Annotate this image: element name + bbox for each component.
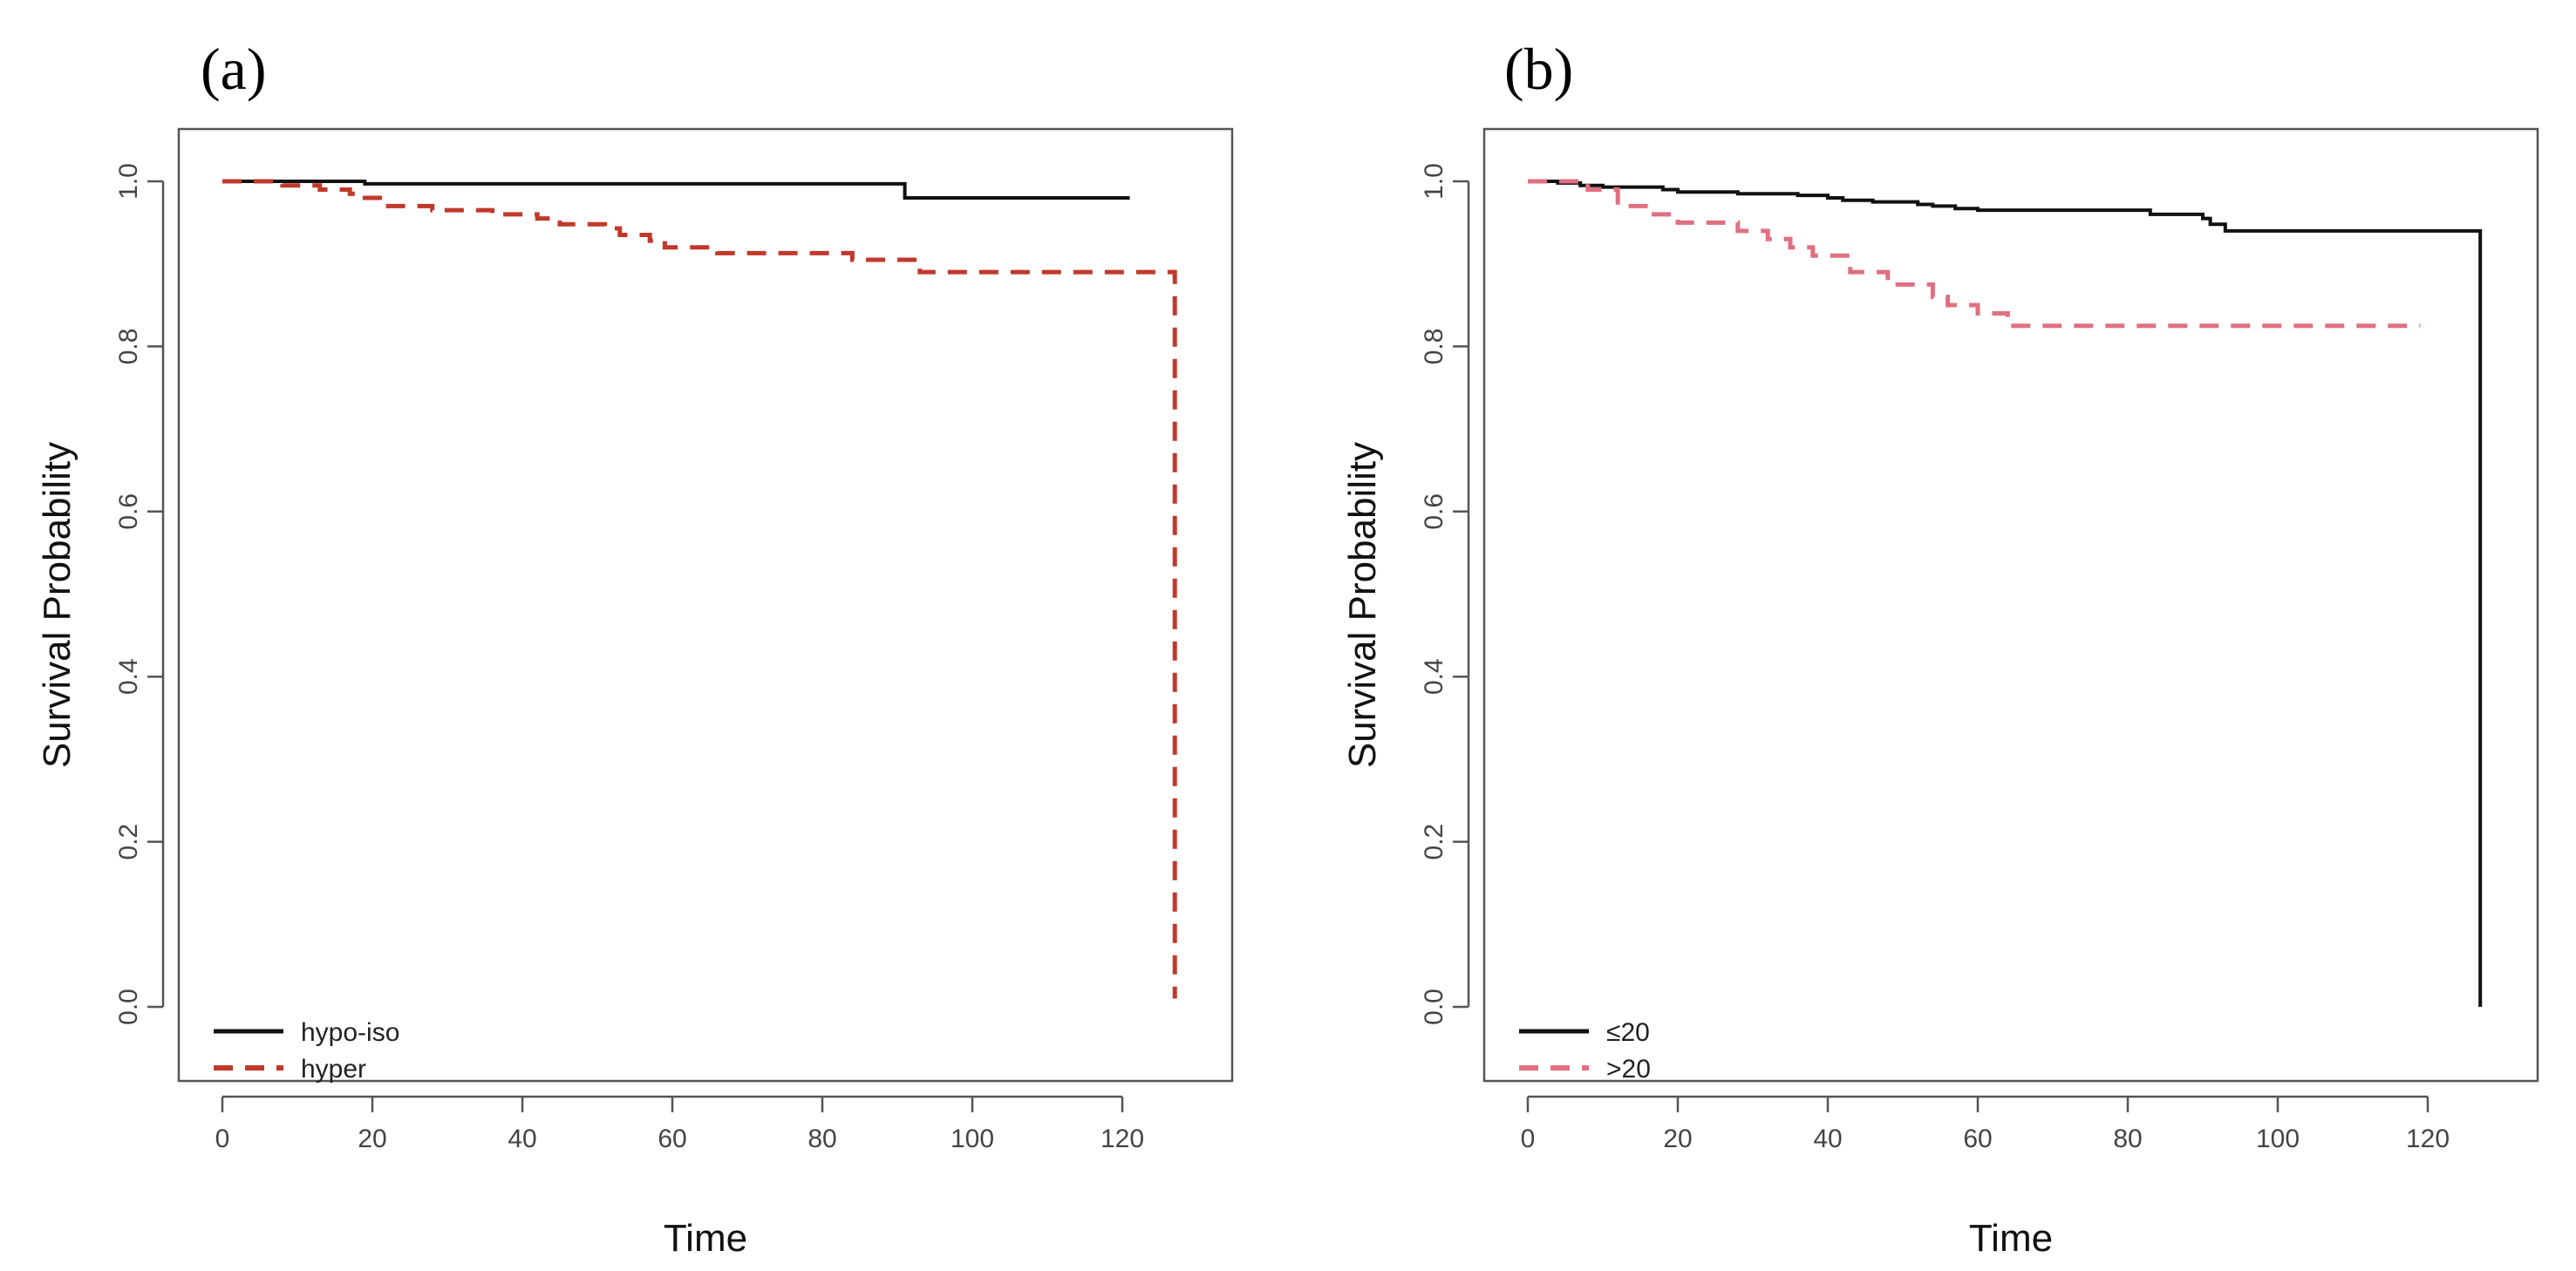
x-tick-label: 20 — [1663, 1125, 1692, 1153]
y-axis: 0.0 0.2 0.4 0.6 0.8 1.0 — [1420, 163, 1470, 1025]
y-axis: 0.0 0.2 0.4 0.6 0.8 1.0 — [114, 163, 165, 1025]
y-tick-label: 0.6 — [114, 493, 143, 530]
panel-b: (b) Time Survival Probability 0 20 40 60 80 1… — [1341, 36, 2539, 1260]
x-tick-label: 80 — [808, 1125, 836, 1153]
series-line-1 — [222, 179, 1177, 999]
y-axis-title: Survival Probability — [36, 442, 78, 768]
panel-label: (b) — [1504, 36, 1573, 102]
x-tick-label: 60 — [1963, 1125, 1992, 1153]
y-tick-label: 0.2 — [114, 824, 143, 860]
x-axis: 0 20 40 60 80 100 120 — [1521, 1095, 2450, 1153]
y-tick-label: 0.4 — [114, 658, 143, 695]
x-tick-label: 20 — [358, 1125, 386, 1153]
series-line-1 — [1528, 179, 2421, 329]
legend-label-hyper: hyper — [301, 1055, 366, 1084]
y-tick-label: 0.4 — [1420, 658, 1448, 695]
legend-label-hypo-iso: hypo-iso — [301, 1018, 399, 1047]
y-tick-label: 0.8 — [1420, 329, 1448, 365]
plot-frame — [177, 127, 1234, 1083]
y-tick-label: 0.2 — [1420, 824, 1448, 860]
y-tick-label: 0.0 — [1420, 989, 1448, 1025]
x-tick-label: 0 — [215, 1125, 230, 1153]
series-line-0 — [222, 180, 1130, 200]
legend: hypo-iso hyper — [214, 1018, 399, 1084]
panel-a: (a) Time Survival Probability 0 20 40 60 80 1… — [36, 36, 1234, 1260]
y-tick-label: 0.8 — [114, 329, 143, 365]
plot-frame — [1482, 127, 2539, 1083]
y-tick-label: 1.0 — [1420, 163, 1448, 200]
x-tick-label: 100 — [2256, 1125, 2300, 1153]
x-tick-label: 60 — [658, 1125, 686, 1153]
panel-label: (a) — [201, 36, 266, 102]
legend-label-le20: ≤20 — [1606, 1018, 1650, 1047]
legend-label-gt20: >20 — [1606, 1055, 1651, 1084]
series-layer — [222, 179, 1177, 999]
x-tick-label: 120 — [1101, 1125, 1144, 1153]
series-line-0 — [1528, 180, 2483, 1007]
series-layer — [1528, 179, 2483, 1007]
x-tick-label: 0 — [1521, 1125, 1536, 1153]
x-tick-label: 40 — [1813, 1125, 1842, 1153]
y-tick-label: 0.6 — [1420, 493, 1448, 530]
x-tick-label: 80 — [2113, 1125, 2142, 1153]
legend: ≤20 >20 — [1519, 1018, 1651, 1084]
x-axis-title: Time — [1969, 1217, 2053, 1260]
x-axis: 0 20 40 60 80 100 120 — [215, 1095, 1144, 1153]
x-axis-title: Time — [664, 1217, 747, 1260]
y-axis-title: Survival Probability — [1341, 442, 1384, 768]
y-tick-label: 0.0 — [114, 989, 143, 1025]
x-tick-label: 100 — [951, 1125, 994, 1153]
x-tick-label: 120 — [2406, 1125, 2450, 1153]
x-tick-label: 40 — [508, 1125, 536, 1153]
y-tick-label: 1.0 — [114, 163, 143, 200]
